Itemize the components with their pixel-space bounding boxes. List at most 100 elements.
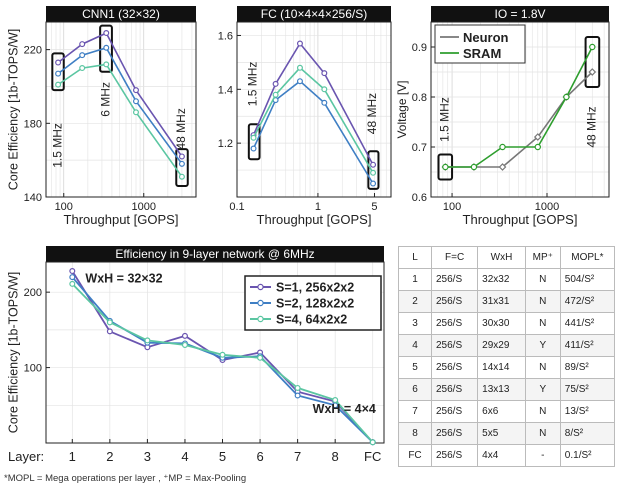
table-cell: 2 <box>398 290 432 313</box>
footnote: *MOPL = Mega operations per layer , ⁺MP … <box>4 473 247 484</box>
chart4-series-2-point <box>69 274 76 281</box>
chart4-series-3-point <box>294 384 301 391</box>
table-cell: 5x5 <box>477 422 526 445</box>
chart4-x-tick-label: 6 <box>256 449 263 464</box>
chart2-y-tick-label: 1.6 <box>218 30 233 42</box>
chart4-series-3-point <box>257 354 264 361</box>
chart1-highlight-box <box>51 52 65 92</box>
chart1-plot-area <box>46 22 196 197</box>
table-header-row: L F=C WxH MP⁺ MOPL* <box>398 246 616 269</box>
chart4-x-tick-label: FC <box>364 449 381 464</box>
chart2-series-2-point <box>321 99 328 106</box>
chart4-annotation: WxH = 4×4 <box>313 402 376 416</box>
table-cell: Y <box>524 334 561 357</box>
table-cell: 5 <box>398 356 432 379</box>
chart2-x-tick-label: 0.1 <box>229 201 244 213</box>
chart4-legend-label: S=1, 256x2x2 <box>276 281 354 295</box>
chart3-title: IO = 1.8V <box>494 7 545 21</box>
table-cell: 256/S <box>430 400 479 423</box>
chart3-series-2-point <box>563 93 570 101</box>
chart3-y-axis-label: Voltage [V] <box>395 80 409 138</box>
table-cell: 256/S <box>430 378 479 401</box>
table-cell: 31x31 <box>477 290 526 313</box>
chart3-highlight-box <box>584 36 601 88</box>
chart4-x-tick-label: 1 <box>69 449 76 464</box>
chart2-annotation: 1.5 MHz <box>246 62 260 107</box>
table-cell: 441/S² <box>559 312 616 335</box>
chart2-series-3-point <box>370 169 377 176</box>
chart3-series-1-point <box>533 133 542 141</box>
chart3-series-2-point <box>442 163 449 171</box>
table-cell: - <box>524 444 561 467</box>
chart3-series-2-point <box>534 143 541 151</box>
chart3-x-axis-label: Throughput [GOPS] <box>463 212 578 227</box>
chart4-series-3-point <box>144 337 151 344</box>
table-row: 5 256/S 14x14 N 89/S² <box>398 356 616 379</box>
chart3-y-tick-label: 0.8 <box>412 92 427 104</box>
chart2-series-1-point <box>272 80 279 87</box>
table-cell: 75/S² <box>559 378 616 401</box>
chart2-x-tick-label: 5 <box>371 201 377 213</box>
chart1-annotation: 6 MHz <box>98 82 112 117</box>
table-cell: 8/S² <box>559 422 616 445</box>
chart4-x-tick-label: 2 <box>106 449 113 464</box>
table-cell: 14x14 <box>477 356 526 379</box>
chart2-series-3-point <box>321 86 328 93</box>
chart4-title-bar <box>46 246 384 262</box>
table-cell: 13x13 <box>477 378 526 401</box>
chart4-series-3-point <box>369 439 376 446</box>
chart3-x-tick-label: 1000 <box>535 201 559 213</box>
chart1-series-1-point <box>132 87 139 94</box>
table-row: FC 256/S 4x4-0.1/S² <box>398 444 616 467</box>
table-body: 1 256/S 32x32 N 504/S² 2 256/S 31x31 N 472/S² 3 256… <box>398 268 616 467</box>
chart4-series-2-point <box>294 392 301 399</box>
chart4-legend-marker <box>257 299 264 307</box>
table-row: 2 256/S 31x31 N 472/S² <box>398 290 616 313</box>
chart2-title: FC (10×4×4×256/S) <box>261 7 367 21</box>
chart3-axis-frame <box>430 21 610 198</box>
chart2-series-2-point <box>370 180 377 187</box>
chart1-highlight-box <box>99 24 113 73</box>
chart4-series-3-point <box>106 319 113 326</box>
chart3-title-bar <box>431 6 609 22</box>
chart2-highlight-box <box>247 123 261 161</box>
chart4-x-tick-label: 8 <box>332 449 339 464</box>
chart1-series-2-point <box>103 44 110 51</box>
chart1-y-axis-label: Core Efficiency [1b-TOPS/W] <box>6 29 20 190</box>
table-cell: N <box>524 356 561 379</box>
chart2-series-1-point <box>296 40 303 47</box>
chart3-annotation: 1.5 MHz <box>438 97 452 142</box>
chart3-y-tick-label: 0.7 <box>412 142 427 154</box>
chart2-series-2-point <box>250 145 257 152</box>
chart1-series-1-point <box>103 30 110 37</box>
chart4-y-tick-label: 200 <box>24 287 42 299</box>
chart3-series-2-point <box>589 43 596 51</box>
chart1-series-1-point <box>178 153 185 160</box>
chart4-series-3-point <box>332 397 339 404</box>
chart2-y-tick-label: 1.4 <box>218 84 233 96</box>
table-cell: N <box>524 290 561 313</box>
chart1-axis-frame <box>45 21 197 198</box>
chart4-x-tick-label: 5 <box>219 449 226 464</box>
chart4-x-tick-label: 4 <box>181 449 188 464</box>
table-header-cell: MP⁺ <box>524 246 561 269</box>
table-cell: Y <box>524 378 561 401</box>
table-cell: 32x32 <box>477 268 526 291</box>
chart4-legend-marker <box>257 315 264 323</box>
chart3-x-tick-label: 100 <box>443 201 461 213</box>
table-header-cell: WxH <box>477 246 526 269</box>
chart4-title: Efficiency in 9-layer network @ 6MHz <box>115 247 314 261</box>
chart2-series-3-point <box>296 64 303 71</box>
table-cell: 256/S <box>430 334 479 357</box>
chart1-annotation: 1.5 MHz <box>50 123 64 168</box>
chart1-series-3-point <box>132 109 139 116</box>
chart1-title-bar <box>46 6 196 22</box>
chart2-x-axis-label: Throughput [GOPS] <box>257 212 372 227</box>
chart2-highlight-box <box>367 150 380 190</box>
table-cell: 4 <box>398 334 432 357</box>
chart3-y-tick-label: 0.9 <box>412 42 427 54</box>
table-cell: 256/S <box>430 268 479 291</box>
table-row: 1 256/S 32x32 N 504/S² <box>398 268 616 291</box>
chart1-x-tick-label: 1000 <box>132 201 156 213</box>
